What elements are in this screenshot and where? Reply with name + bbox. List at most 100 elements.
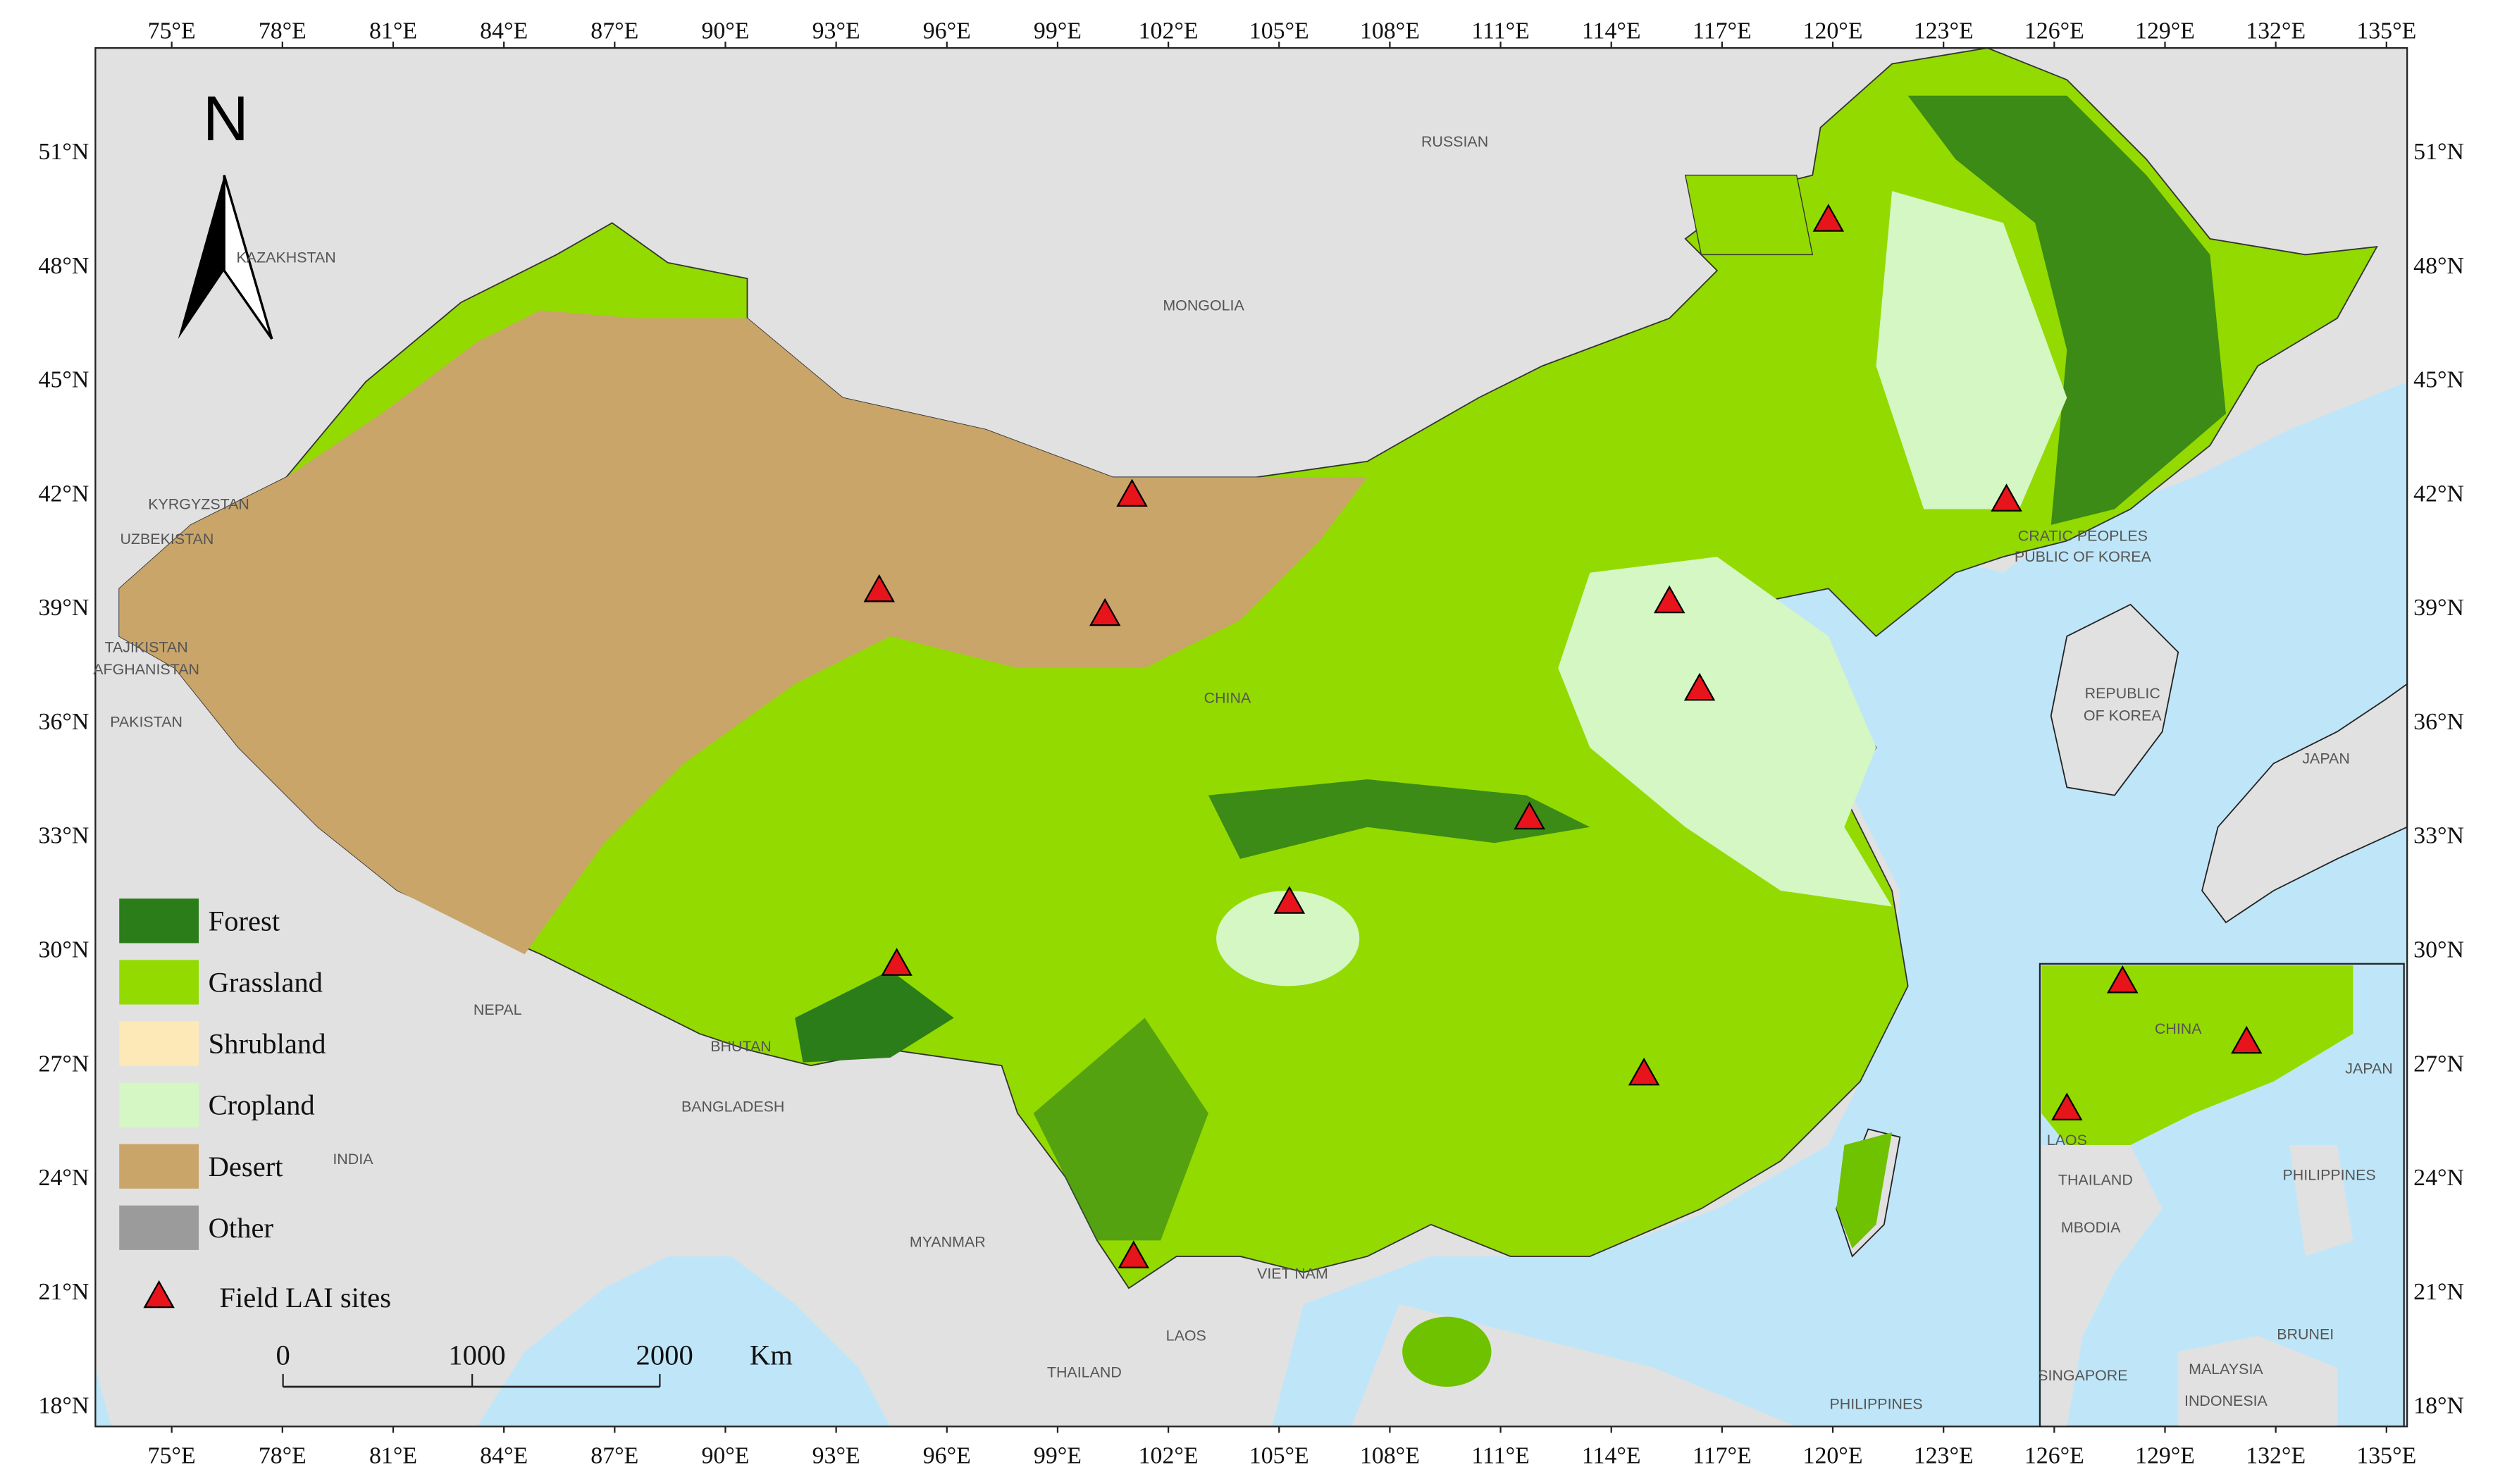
lat-label: 27°N [39,1051,89,1077]
field-site [863,574,896,602]
lat-label: 27°N [2413,1051,2464,1077]
country-label: MYANMAR [910,1233,986,1250]
hainan [1402,1316,1492,1387]
lat-label: 39°N [2413,595,2464,621]
legend-swatch [119,1021,199,1066]
lon-label: 135°E [2356,18,2416,44]
legend-swatch [119,898,199,944]
cropland [1876,191,2067,509]
korea [2050,603,2179,796]
lon-label: 102°E [1139,1442,1199,1468]
legend-label: Desert [209,1151,284,1182]
field-site [2231,1025,2263,1054]
lon-label: 117°E [1693,18,1752,44]
lon-label: 114°E [1582,18,1641,44]
country-label: MONGOLIA [1163,297,1244,314]
lat-label: 24°N [39,1165,89,1191]
lon-label: 108°E [1360,18,1420,44]
country-label: TAJIKISTAN [104,639,187,656]
ocean [476,1256,891,1427]
lat-label: 21°N [39,1279,89,1305]
lon-label: 126°E [2024,18,2084,44]
field-site [1812,204,1845,232]
field-site [1683,672,1716,701]
lat-label: 45°N [39,367,89,393]
legend-swatch [119,1144,199,1189]
lat-label: 18°N [39,1393,89,1419]
field-site [1118,1240,1150,1268]
lat-label: 30°N [39,937,89,963]
country-label: LAOS [1166,1328,1206,1344]
lat-label: 30°N [2413,937,2464,963]
forest [795,970,954,1063]
lon-label: 102°E [1139,18,1199,44]
scale-label: 1000 [448,1339,505,1371]
inset-map [2039,963,2405,1428]
inset-country-label: LAOS [2047,1132,2087,1149]
lon-label: 81°E [369,18,417,44]
lon-label: 111°E [1471,18,1529,44]
lat-label: 36°N [2413,709,2464,735]
lat-label: 36°N [39,709,89,735]
country-label: JAPAN [2302,750,2349,767]
lon-label: 93°E [812,18,860,44]
legend-label: Cropland [209,1089,315,1121]
lon-label: 99°E [1034,1442,1082,1468]
legend-swatch [119,1205,199,1250]
map-frame [94,47,2408,1428]
lon-label: 126°E [2024,1442,2084,1468]
inset-country-label: INDONESIA [2184,1392,2268,1409]
lon-label: 135°E [2356,1442,2416,1468]
legend-label: Grassland [209,966,323,998]
field-site [1514,801,1545,830]
china-grassland [1684,174,1814,256]
lat-label: 51°N [2413,139,2464,165]
lon-label: 75°E [148,18,196,44]
country-label: OF KOREA [2084,707,2162,724]
inset-country-label: MBODIA [2061,1219,2121,1236]
lat-label: 33°N [2413,823,2464,849]
lat-label: 45°N [2413,367,2464,393]
lon-label: 78°E [259,1442,307,1468]
scale-bar [282,1373,661,1388]
country-label: INDIA [333,1151,373,1168]
lon-label: 129°E [2135,1442,2195,1468]
lat-label: 24°N [2413,1165,2464,1191]
country-label: AFGHANISTAN [93,661,199,678]
inset-country-label: JAPAN [2345,1060,2392,1077]
lon-label: 105°E [1249,18,1309,44]
country-label: RUSSIAN [1421,133,1488,150]
lat-label: 33°N [39,823,89,849]
field-site [1991,483,2022,512]
north-arrow [223,175,273,340]
forest [1208,779,1590,859]
lat-label: 42°N [39,481,89,507]
scale-label: 0 [276,1339,290,1371]
country-label: BANGLADESH [681,1099,784,1115]
lat-label: 42°N [2413,481,2464,507]
taiwan-vegetation [1836,1132,1893,1249]
country-label: THAILAND [1047,1364,1122,1380]
lon-label: 105°E [1249,1442,1309,1468]
lon-label: 108°E [1360,1442,1420,1468]
legend-site-marker [143,1280,175,1309]
field-site [1628,1057,1660,1086]
lat-label: 18°N [2413,1393,2464,1419]
country-label: PHILIPPINES [1829,1396,1922,1413]
lon-label: 132°E [2246,1442,2306,1468]
lat-label: 48°N [2413,253,2464,279]
forest [1907,95,2226,526]
legend-swatch [119,1082,199,1127]
cropland [1558,557,1893,907]
legend-label: Shrubland [209,1028,326,1060]
lon-label: 117°E [1693,1442,1752,1468]
north-label: N [203,83,249,154]
forest [1033,1018,1208,1241]
inset-country-label: BRUNEI [2277,1325,2334,1342]
lon-label: 96°E [923,18,971,44]
country-label: REPUBLIC [2085,685,2160,702]
lon-label: 87°E [590,1442,638,1468]
lon-label: 129°E [2135,18,2195,44]
country-label: KAZAKHSTAN [237,249,336,266]
country-label: VIET NAM [1257,1266,1328,1282]
